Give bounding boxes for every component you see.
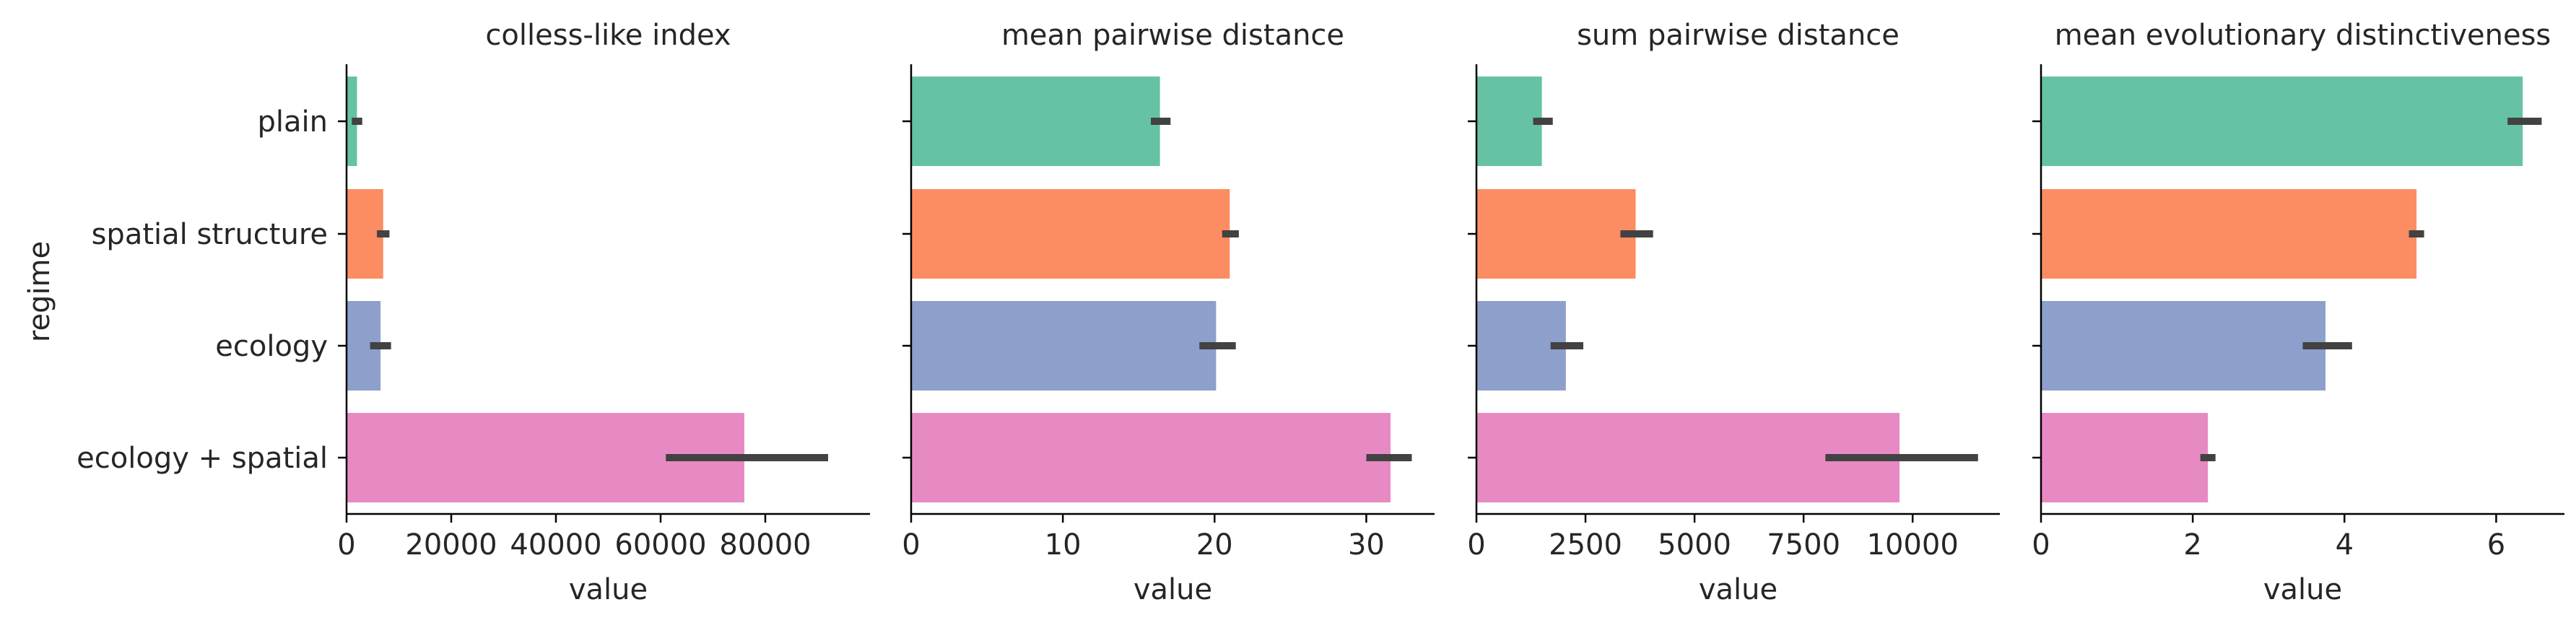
x-tick-label: 20 [1196, 528, 1233, 562]
y-tick-label: spatial structure [92, 218, 328, 251]
x-tick-label: 7500 [1767, 528, 1840, 562]
x-tick-label: 5000 [1658, 528, 1731, 562]
bar-ecology [2041, 301, 2326, 391]
bar-plain [1476, 77, 1542, 166]
bar-plain [911, 77, 1160, 166]
x-tick-label: 0 [1467, 528, 1485, 562]
chart-panel-4: mean evolutionary distinctiveness 0 2 4 6 val… [2032, 19, 2564, 606]
y-axis-label: regime [23, 241, 56, 342]
y-tick-label: ecology [215, 330, 328, 363]
x-tick-label: 40000 [510, 528, 601, 562]
y-tick-label: plain [258, 105, 328, 139]
chart-panel-2: mean pairwise distance 0 10 20 30 value [902, 19, 1435, 606]
chart-panel-3: sum pairwise distance 0 2500 5000 7500 10000 v… [1467, 19, 2000, 606]
y-tick-label: ecology + spatial [77, 442, 328, 475]
x-tick-label: 2 [2183, 528, 2201, 562]
x-tick-label: 10 [1045, 528, 1082, 562]
panel-title: colless-like index [485, 19, 731, 52]
x-tick-label: 0 [902, 528, 920, 562]
bar-spatial-structure [911, 189, 1230, 279]
bar-plain [2041, 77, 2523, 166]
bar-ecology [911, 301, 1217, 391]
x-axis-label: value [569, 573, 648, 606]
x-tick-label: 6 [2487, 528, 2505, 562]
x-tick-label: 30 [1348, 528, 1385, 562]
bar-spatial-structure [1476, 189, 1636, 279]
x-axis-label: value [2263, 573, 2342, 606]
bar-ecology-spatial [2041, 413, 2209, 502]
x-tick-label: 4 [2336, 528, 2354, 562]
bar-spatial-structure [2041, 189, 2417, 279]
x-tick-label: 10000 [1867, 528, 1959, 562]
x-tick-label: 0 [2032, 528, 2050, 562]
x-tick-label: 80000 [719, 528, 811, 562]
panel-title: sum pairwise distance [1577, 19, 1900, 52]
chart-panel-1: colless-like index plain spatial structure… [77, 19, 870, 606]
panel-title: mean pairwise distance [1001, 19, 1344, 52]
x-tick-label: 20000 [405, 528, 497, 562]
panel-title: mean evolutionary distinctiveness [2055, 19, 2551, 52]
x-tick-label: 60000 [614, 528, 706, 562]
x-axis-label: value [1699, 573, 1777, 606]
x-tick-label: 2500 [1549, 528, 1622, 562]
bar-ecology-spatial [911, 413, 1391, 502]
x-axis-label: value [1133, 573, 1212, 606]
x-tick-label: 0 [337, 528, 355, 562]
